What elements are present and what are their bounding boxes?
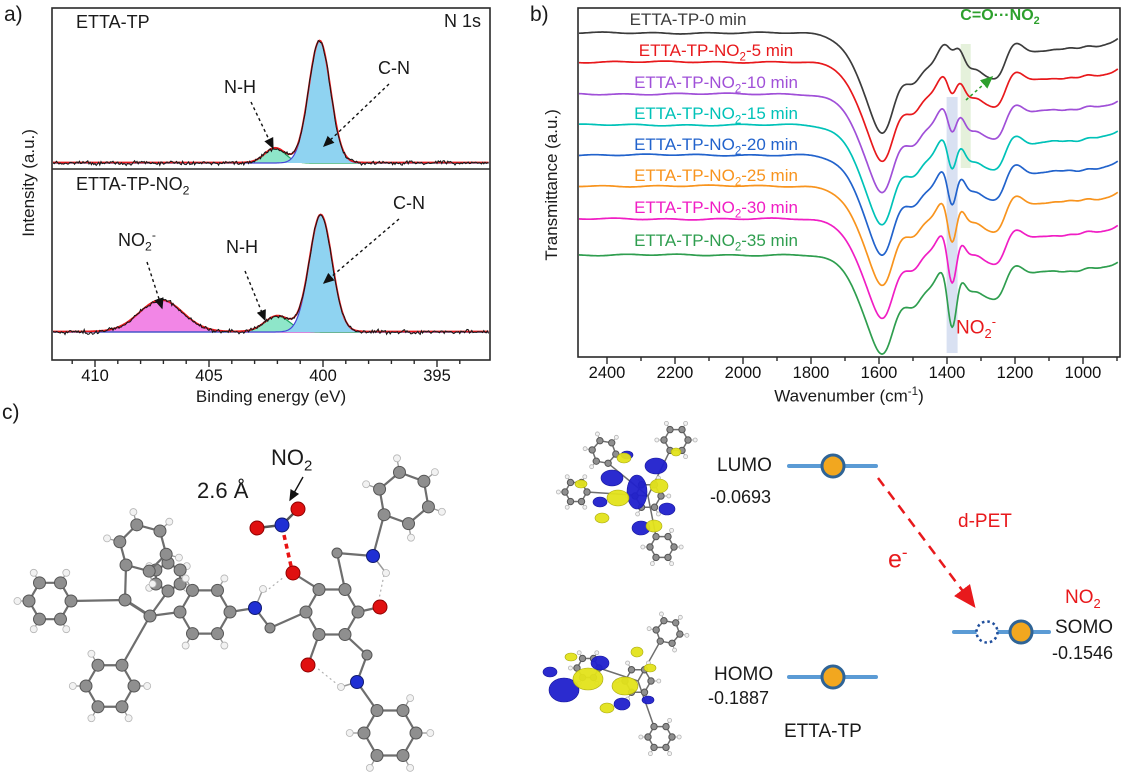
x-tick-label: 1800 bbox=[793, 364, 830, 382]
sample-label-etta-tp: ETTA-TP bbox=[76, 12, 150, 32]
molecule-etta-tp-no2 bbox=[13, 454, 446, 772]
lumo-energy: -0.0693 bbox=[710, 487, 772, 507]
ftir-curve bbox=[579, 217, 1119, 320]
x-tick-label: 2400 bbox=[589, 364, 626, 382]
electron-label: e- bbox=[888, 543, 908, 574]
lumo-orbital bbox=[556, 420, 698, 567]
series-label: ETTA-TP-NO2-10 min bbox=[634, 73, 798, 96]
sample-label-etta-tp-no2: ETTA-TP-NO2 bbox=[76, 174, 190, 198]
no2-somo-label: NO2 bbox=[1065, 587, 1101, 611]
somo-label: SOMO bbox=[1055, 617, 1114, 638]
series-label: ETTA-TP-NO2-20 min bbox=[634, 135, 798, 158]
ftir-curve bbox=[579, 31, 1119, 134]
x-tick-label: 1200 bbox=[997, 364, 1034, 382]
x-tick-label: 400 bbox=[309, 367, 337, 385]
molecule-name-label: ETTA-TP bbox=[784, 721, 862, 742]
peak-label-nh-top: N-H bbox=[224, 77, 256, 97]
ftir-curve bbox=[579, 92, 1119, 194]
panel-c-label: c) bbox=[2, 401, 20, 424]
ftir-curve bbox=[579, 253, 1119, 355]
x-tick-label: 2200 bbox=[657, 364, 694, 382]
series-label: ETTA-TP-NO2-35 min bbox=[634, 231, 798, 254]
x-tick-label: 2000 bbox=[725, 364, 762, 382]
annotation-no2-band: NO2- bbox=[956, 314, 996, 342]
x-tick-label: 410 bbox=[81, 367, 109, 385]
homo-label: HOMO bbox=[714, 664, 774, 685]
highlight-band bbox=[960, 44, 971, 168]
xps-region-label: N 1s bbox=[444, 11, 482, 31]
series-label: ETTA-TP-0 min bbox=[629, 10, 747, 29]
xps-raw-data bbox=[53, 214, 489, 336]
panel-a-xlabel: Binding energy (eV) bbox=[195, 387, 347, 406]
xps-component-N-H bbox=[53, 316, 489, 332]
x-tick-label: 1600 bbox=[861, 364, 898, 382]
peak-label-no2: NO2- bbox=[118, 228, 156, 254]
x-tick-label: 395 bbox=[423, 367, 451, 385]
xps-component-N-H bbox=[53, 148, 489, 163]
xps-envelope bbox=[53, 39, 489, 164]
x-tick-label: 405 bbox=[195, 367, 223, 385]
somo-energy: -0.1546 bbox=[1052, 643, 1114, 663]
ftir-curve bbox=[579, 153, 1119, 256]
ftir-curve bbox=[579, 123, 1119, 226]
homo-orbital bbox=[542, 611, 690, 757]
peak-label-cn-top: C-N bbox=[378, 58, 410, 78]
highlight-band bbox=[946, 97, 958, 353]
lumo-label: LUMO bbox=[717, 455, 772, 476]
ftir-curve bbox=[579, 184, 1119, 287]
annotation-co-no2: C=O···NO2 bbox=[960, 7, 1040, 28]
panel-b-plot: 2400 2200 2000 1800 1600 1400 1200 1000 bbox=[577, 7, 1121, 382]
panel-b-xlabel: Wavenumber (cm-1) bbox=[774, 386, 924, 406]
panel-b-ylabel: Transmittance (a.u.) bbox=[542, 109, 562, 261]
peak-label-cn-bottom: C-N bbox=[393, 193, 425, 213]
energy-level-diagram bbox=[787, 453, 1051, 690]
series-label: ETTA-TP-NO2-30 min bbox=[634, 198, 798, 221]
annotation-arrows bbox=[146, 75, 994, 502]
panel-a-label: a) bbox=[4, 3, 23, 26]
xps-component-C-N bbox=[53, 41, 489, 163]
no2-molecule-label: NO2 bbox=[271, 445, 313, 475]
homo-energy: -0.1887 bbox=[708, 688, 770, 708]
panel-a-ylabel: Intensity (a.u.) bbox=[19, 129, 39, 237]
xps-raw-data bbox=[53, 39, 489, 167]
ftir-curve bbox=[579, 60, 1119, 163]
series-label: ETTA-TP-NO2-25 min bbox=[634, 166, 798, 189]
dpet-label: d-PET bbox=[958, 511, 1012, 532]
panel-b-label: b) bbox=[530, 3, 549, 26]
series-label: ETTA-TP-NO2-5 min bbox=[638, 41, 794, 64]
x-tick-label: 1000 bbox=[1065, 364, 1102, 382]
pet-arrow bbox=[877, 477, 976, 608]
peak-label-nh-bottom: N-H bbox=[226, 237, 258, 257]
x-tick-label: 1400 bbox=[929, 364, 966, 382]
distance-label: 2.6 Å bbox=[197, 478, 249, 503]
hole-circle bbox=[975, 620, 999, 644]
no2-interaction-bond bbox=[282, 534, 293, 567]
series-label: ETTA-TP-NO2-15 min bbox=[634, 104, 798, 127]
